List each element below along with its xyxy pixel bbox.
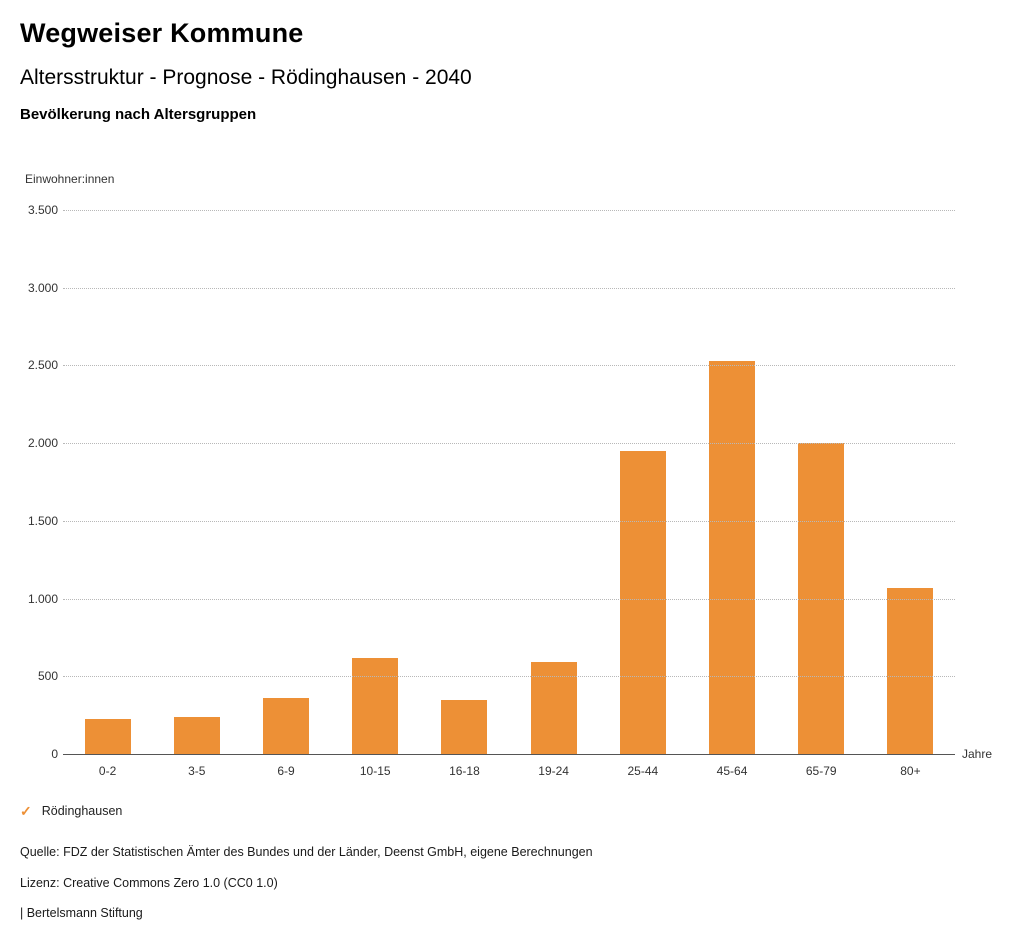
page-title: Wegweiser Kommune xyxy=(20,18,304,48)
y-tick-label: 500 xyxy=(37,669,58,684)
x-tick-label: 6-9 xyxy=(277,764,295,778)
bar-cell xyxy=(687,360,776,754)
y-tick-label: 3.000 xyxy=(27,280,58,295)
x-tick-label: 65-79 xyxy=(805,764,837,778)
source-text: Quelle: FDZ der Statistischen Ämter des … xyxy=(20,845,593,859)
bar-cell xyxy=(509,662,598,754)
bar-6-9[interactable] xyxy=(263,698,309,754)
gridline xyxy=(63,443,955,445)
y-tick-label: 2.000 xyxy=(27,436,58,451)
gridline xyxy=(63,676,955,678)
chart-title: Bevölkerung nach Altersgruppen xyxy=(20,106,257,123)
chart-subtitle: Altersstruktur - Prognose - Rödinghausen… xyxy=(20,66,472,89)
license-text: Lizenz: Creative Commons Zero 1.0 (CC0 1… xyxy=(20,876,278,890)
bar-cell xyxy=(152,716,241,754)
x-axis-title: Jahre xyxy=(962,747,993,761)
x-tick-label: 3-5 xyxy=(188,764,206,778)
gridline xyxy=(63,520,955,522)
legend-check-icon: ✓ xyxy=(20,803,32,819)
x-tick-label: 25-44 xyxy=(627,764,659,778)
bar-19-24[interactable] xyxy=(530,662,577,754)
bar-cell xyxy=(598,450,687,754)
y-tick-label: 1.000 xyxy=(27,591,58,606)
x-axis-labels: 0-2 3-5 6-9 10-15 16-18 19-24 25-44 45-64 65-79 8… xyxy=(63,764,955,778)
y-tick-label: 3.500 xyxy=(27,203,58,217)
bar-80+[interactable] xyxy=(887,588,934,754)
y-axis-title: Einwohner:innen xyxy=(25,172,115,186)
bar-25-44[interactable] xyxy=(619,450,666,754)
y-tick-label: 2.500 xyxy=(27,358,58,373)
gridline xyxy=(63,210,955,211)
gridline xyxy=(63,365,955,367)
gridline xyxy=(63,598,955,600)
x-tick-label: 0-2 xyxy=(98,764,117,778)
x-tick-label: 45-64 xyxy=(716,764,748,778)
bar-cell xyxy=(331,657,420,754)
y-axis-labels: 0 500 1.000 1.500 2.000 2.500 3.000 3.500 xyxy=(0,203,58,761)
gridline xyxy=(63,287,955,289)
bar-10-15[interactable] xyxy=(352,657,399,754)
bar-45-64[interactable] xyxy=(709,360,756,754)
y-tick-label: 1.500 xyxy=(27,513,58,528)
bar-cell xyxy=(866,588,955,754)
bars-row xyxy=(63,210,955,754)
x-tick-label: 16-18 xyxy=(449,764,480,778)
bar-3-5[interactable] xyxy=(173,716,220,754)
plot-area xyxy=(63,210,955,755)
x-tick-label: 10-15 xyxy=(359,764,391,778)
y-tick-label: 0 xyxy=(51,747,58,761)
legend-item-roedinghausen[interactable]: ✓ Rödinghausen xyxy=(20,804,122,818)
legend-label: Rödinghausen xyxy=(41,804,123,818)
x-tick-label: 19-24 xyxy=(538,764,569,778)
bar-0-2[interactable] xyxy=(84,719,131,754)
x-tick-label: 80+ xyxy=(900,764,921,778)
bar-cell xyxy=(241,698,330,754)
bar-cell xyxy=(420,699,509,754)
attribution-text: | Bertelsmann Stiftung xyxy=(20,906,143,920)
bar-cell xyxy=(63,719,152,754)
bar-16-18[interactable] xyxy=(441,699,488,754)
